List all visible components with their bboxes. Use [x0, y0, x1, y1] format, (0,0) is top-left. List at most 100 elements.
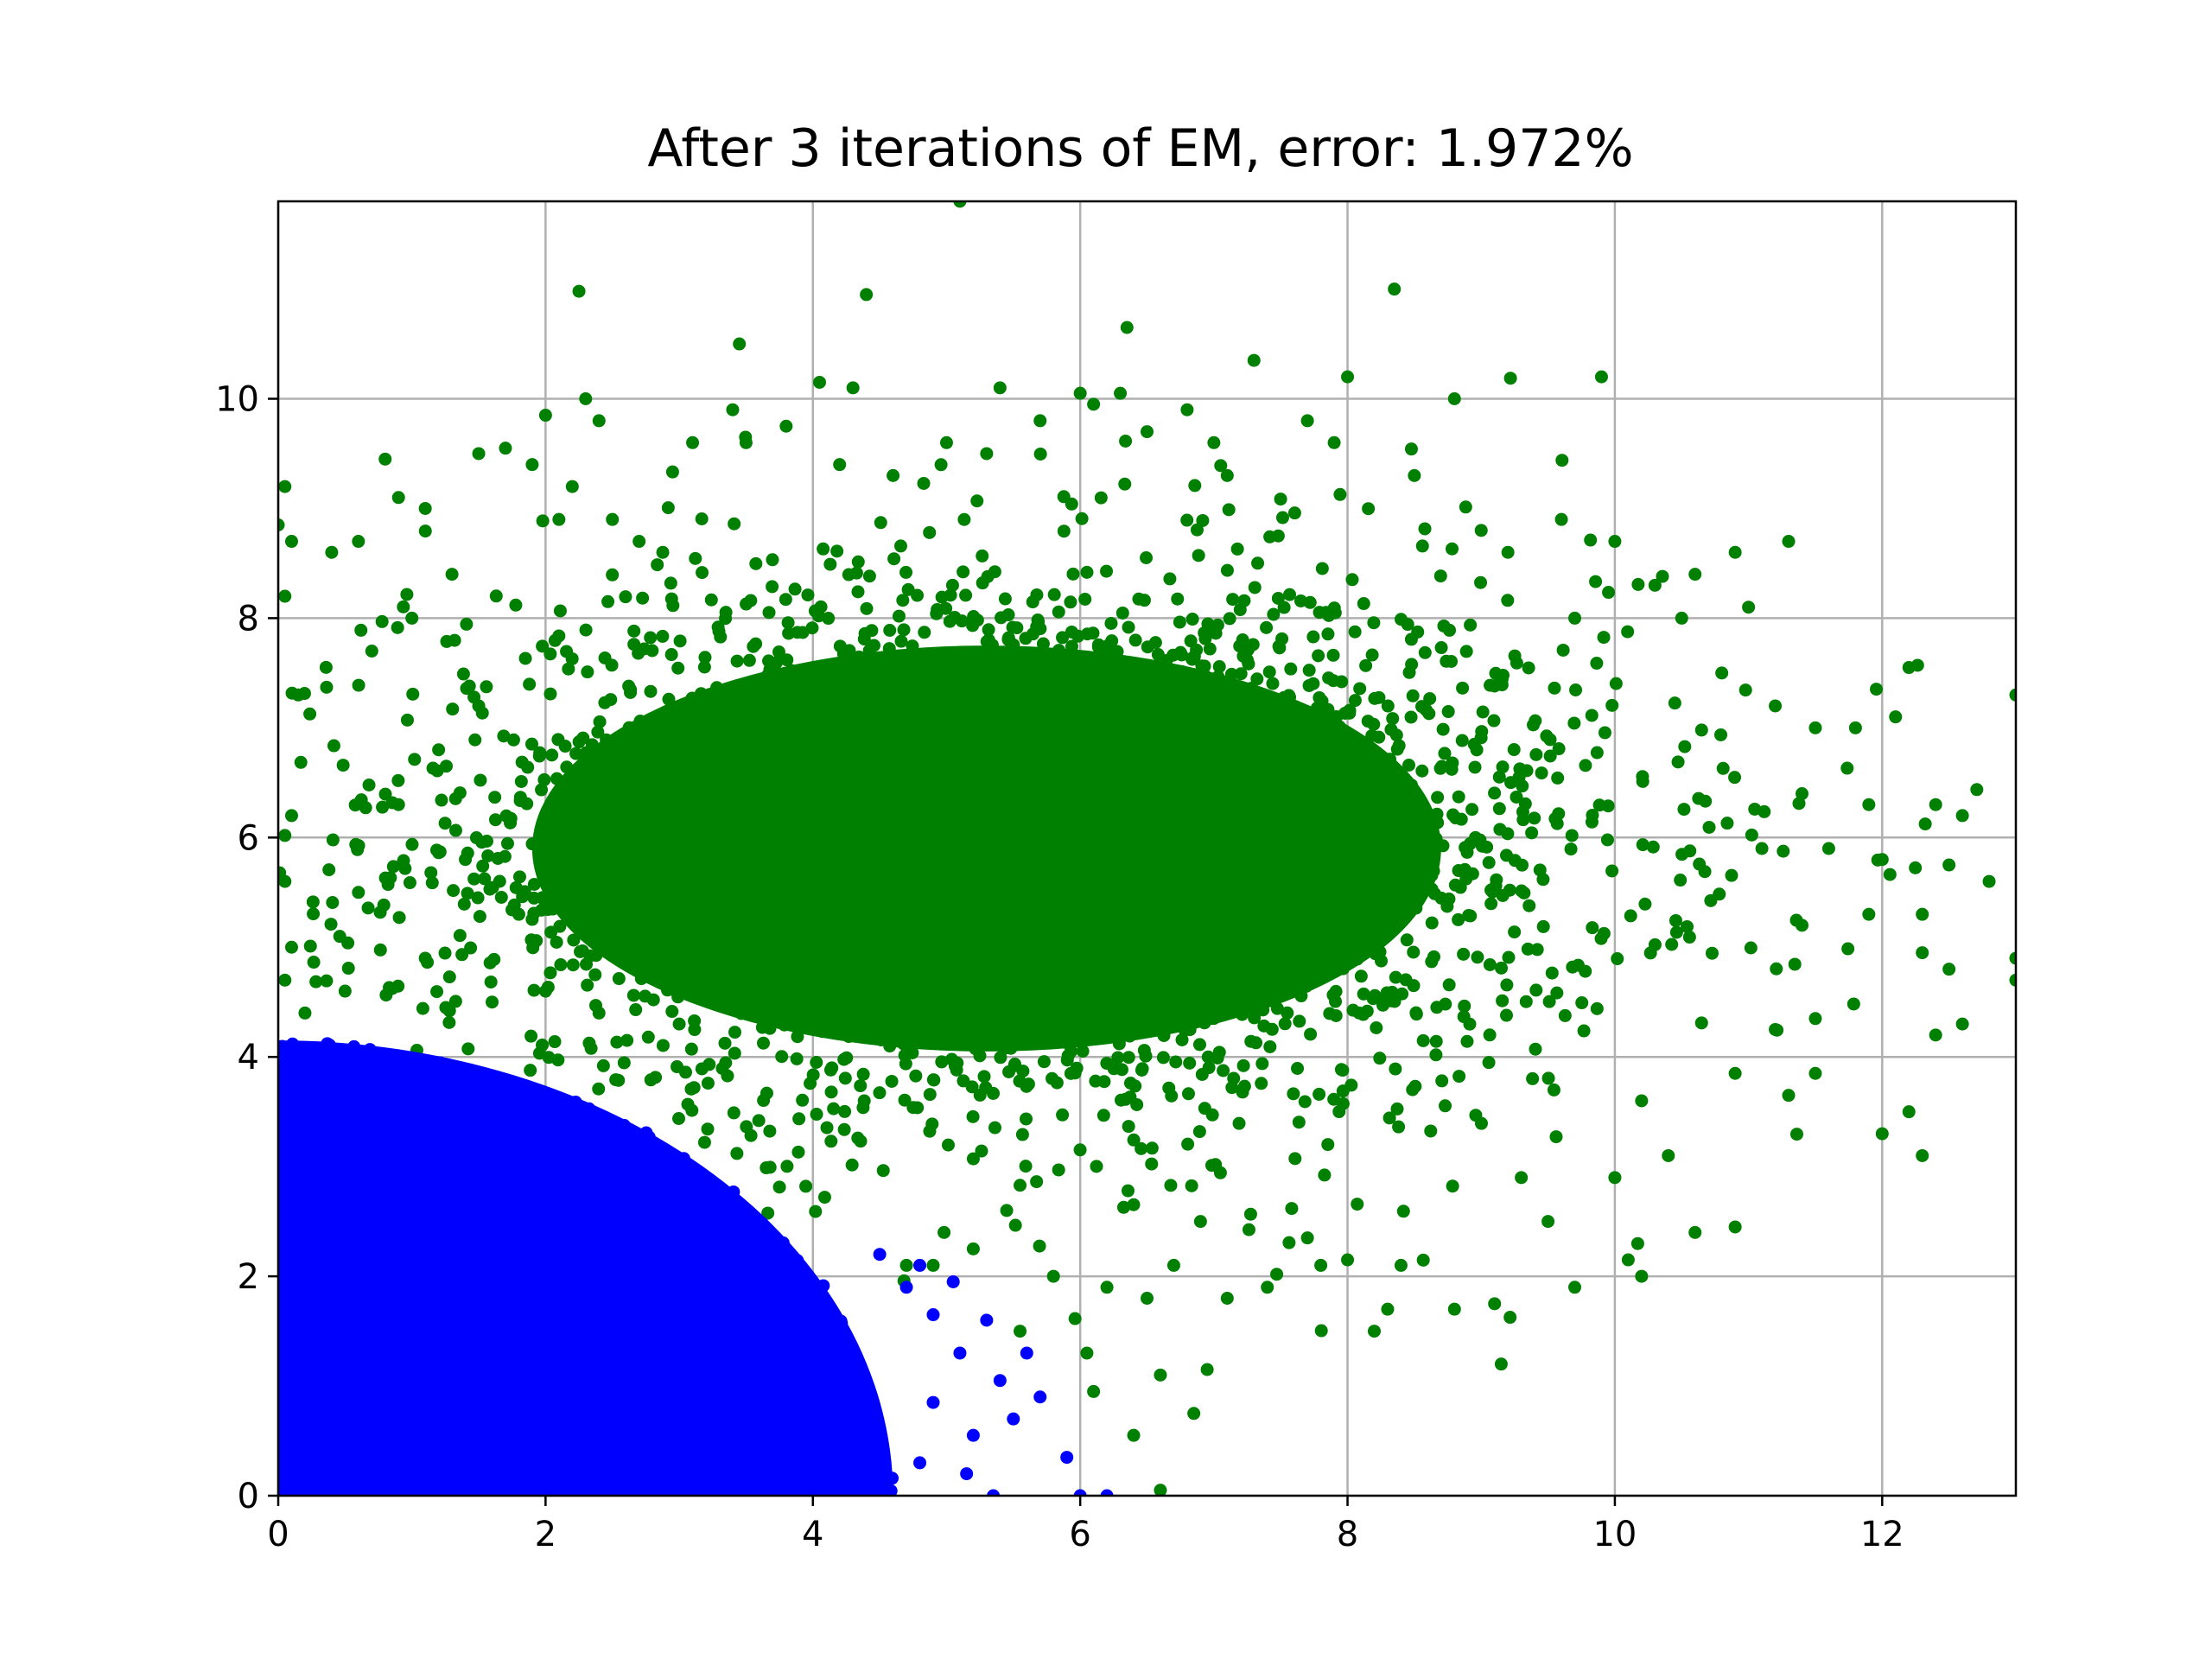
data-point-blue [724, 1399, 738, 1413]
data-point-green [1179, 946, 1192, 960]
data-point-green [1224, 667, 1238, 681]
data-point-green [471, 891, 485, 905]
data-point-blue [630, 1278, 644, 1292]
data-point-green [473, 910, 486, 924]
data-point-green [1662, 1148, 1675, 1162]
data-point-green [896, 1007, 910, 1020]
data-point-green [1970, 783, 1984, 797]
data-point-green [1046, 944, 1060, 958]
data-point-blue [432, 1325, 446, 1338]
data-point-green [1283, 934, 1297, 948]
data-point-green [898, 780, 912, 794]
data-point-blue [694, 1300, 708, 1313]
data-point-green [1292, 715, 1306, 729]
data-point-green [1196, 513, 1210, 527]
data-point-green [830, 544, 844, 558]
data-point-blue [632, 1338, 645, 1351]
data-point-green [1078, 1009, 1092, 1023]
data-point-blue [791, 1254, 804, 1268]
data-point-green [1162, 980, 1176, 994]
y-tick-label: 4 [238, 1038, 259, 1077]
data-point-green [1110, 671, 1124, 684]
data-point-green [509, 598, 523, 612]
data-point-green [849, 709, 862, 723]
data-point-green [731, 906, 745, 920]
data-point-blue [750, 1256, 764, 1270]
data-point-green [1109, 831, 1123, 845]
data-point-green [969, 999, 983, 1013]
data-point-blue [563, 1294, 577, 1307]
data-point-green [813, 779, 827, 792]
data-point-green [447, 884, 461, 898]
data-point-green [916, 997, 930, 1011]
data-point-green [948, 610, 962, 624]
data-point-green [966, 619, 980, 632]
data-point-blue [677, 1180, 690, 1194]
data-point-green [1000, 963, 1014, 977]
data-point-blue [913, 1456, 927, 1470]
data-point-green [1213, 746, 1227, 760]
data-point-green [768, 749, 782, 763]
data-point-green [944, 774, 957, 788]
data-point-green [336, 759, 350, 772]
data-point-green [1283, 690, 1297, 704]
data-point-green [1584, 533, 1598, 547]
data-point-blue [708, 1374, 721, 1388]
data-point-green [1093, 703, 1107, 717]
data-point-blue [783, 1488, 797, 1496]
data-point-blue [636, 1312, 650, 1325]
data-point-green [418, 524, 432, 538]
data-point-green [1394, 1258, 1408, 1272]
data-point-green [1407, 945, 1421, 959]
data-point-green [1439, 1099, 1452, 1113]
data-point-green [1389, 970, 1402, 984]
data-point-green [1065, 656, 1078, 670]
data-point-blue [645, 1253, 659, 1267]
data-point-blue [728, 1336, 741, 1350]
data-point-blue [849, 1363, 863, 1376]
data-point-green [512, 870, 526, 884]
data-point-green [278, 829, 292, 842]
data-point-green [320, 974, 334, 988]
data-point-green [865, 624, 879, 638]
data-point-green [824, 956, 838, 969]
data-point-green [1929, 798, 1942, 811]
data-point-green [793, 892, 807, 906]
data-point-green [842, 897, 856, 911]
data-point-blue [437, 1171, 451, 1185]
data-point-green [547, 856, 561, 870]
data-point-green [707, 771, 721, 785]
data-point-blue [946, 1274, 960, 1288]
data-point-green [1151, 935, 1165, 949]
data-point-green [459, 853, 473, 867]
data-point-green [1127, 1198, 1141, 1211]
data-point-green [655, 930, 669, 944]
data-point-green [979, 1081, 993, 1095]
data-point-blue [1060, 1451, 1074, 1465]
data-point-green [1547, 1083, 1560, 1096]
data-point-green [775, 772, 789, 786]
data-point-blue [460, 1398, 474, 1412]
data-point-green [354, 793, 368, 807]
data-point-green [1033, 414, 1047, 428]
data-point-green [856, 745, 870, 759]
data-point-blue [632, 1128, 645, 1141]
data-point-green [793, 783, 807, 797]
data-point-green [1100, 564, 1114, 578]
data-point-green [1071, 629, 1085, 643]
data-point-blue [884, 1484, 898, 1496]
data-point-blue [664, 1454, 677, 1468]
data-point-green [1190, 724, 1204, 738]
data-point-green [988, 565, 1001, 579]
data-point-green [1135, 1141, 1148, 1155]
data-point-blue [654, 1477, 668, 1491]
data-point-blue [646, 1400, 660, 1414]
data-point-green [661, 501, 675, 515]
data-point-green [689, 868, 702, 881]
data-point-green [1445, 542, 1459, 556]
data-point-green [1300, 1231, 1314, 1245]
data-point-blue [398, 1277, 412, 1291]
data-point-blue [626, 1198, 639, 1211]
data-point-green [846, 824, 860, 838]
data-point-green [672, 736, 686, 750]
